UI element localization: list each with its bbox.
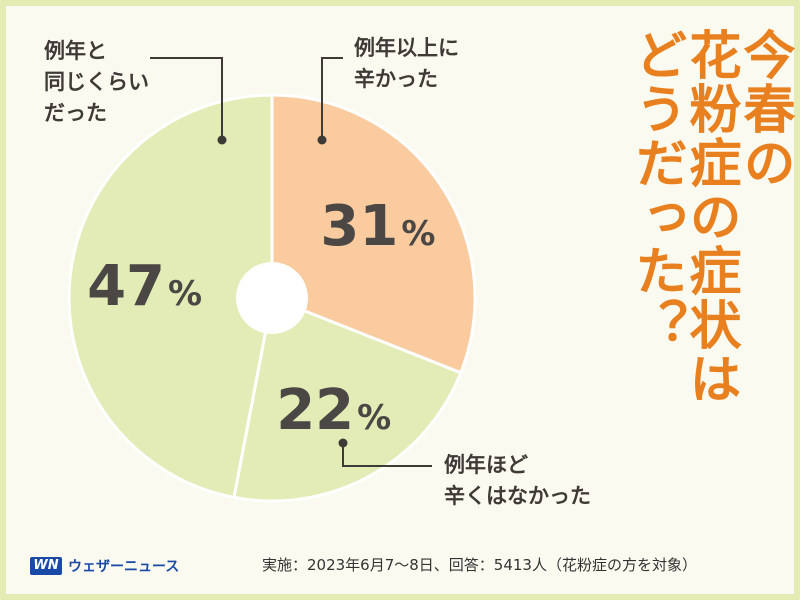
pie-slice-same-as-usual <box>67 93 274 499</box>
callout-dot-above-average <box>317 135 327 145</box>
chart-title: 今春の 花粉症の症状は どうだった？ <box>558 28 795 428</box>
callout-dot-same-as-usual <box>217 135 227 145</box>
weathernews-logo: WN ウェザーニュース <box>30 556 179 576</box>
donut-hole <box>236 262 308 334</box>
slice-label-above-average: 例年以上に 辛かった <box>354 36 459 91</box>
callout-dot-milder <box>338 438 348 448</box>
brand-name: ウェザーニュース <box>68 559 180 575</box>
title-line-1: 今春の <box>734 28 795 190</box>
slice-label-milder: 例年ほど 辛くはなかった <box>444 453 591 508</box>
survey-note: 実施：2023年6月7～8日、回答：5413人（花粉症の方を対象） <box>262 556 697 574</box>
slice-value-above-average: 31% <box>320 194 435 259</box>
callout-line-above-average <box>321 57 343 140</box>
pie-slice-milder <box>232 296 463 503</box>
callout-line-milder <box>342 443 432 467</box>
slice-value-milder: 22% <box>276 378 391 443</box>
title-line-3: どうだった？ <box>626 28 687 352</box>
wn-logo-mark: WN <box>30 557 62 575</box>
callout-line-same-as-usual <box>150 57 223 140</box>
slice-value-same-as-usual: 47% <box>87 254 202 319</box>
slice-label-same-as-usual: 例年と 同じくらい だった <box>44 39 149 125</box>
title-line-2: 花粉症の症状は <box>680 28 741 406</box>
